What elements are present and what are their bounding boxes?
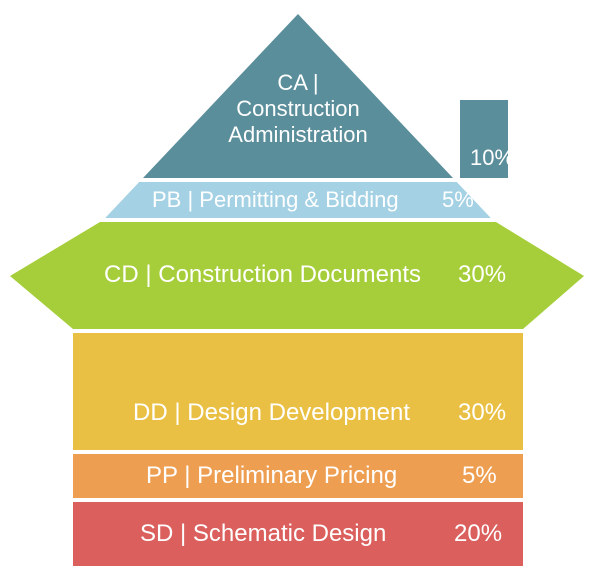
phase-sd-pct: 20%: [454, 520, 502, 547]
phase-ca-label-line1: CA |: [277, 70, 318, 95]
phase-ca-label-line3: Administration: [228, 122, 367, 147]
phase-pp-pct: 5%: [462, 462, 497, 489]
phase-dd-pct: 30%: [458, 399, 506, 426]
house-phases-diagram: CA | Construction Administration 10% PB …: [0, 0, 596, 581]
phase-ca-label-line2: Construction: [236, 96, 360, 121]
phase-dd-label: DD | Design Development: [133, 399, 410, 426]
phase-pb-pct: 5%: [442, 187, 474, 212]
phase-dd-shape: [73, 333, 523, 450]
phase-ca-pct: 10%: [470, 145, 514, 170]
phase-cd-pct: 30%: [458, 261, 506, 288]
phase-cd-label: CD | Construction Documents: [104, 261, 421, 288]
phase-sd-label: SD | Schematic Design: [140, 520, 386, 547]
phase-pb-label: PB | Permitting & Bidding: [152, 187, 399, 212]
phase-pp-label: PP | Preliminary Pricing: [146, 462, 397, 489]
